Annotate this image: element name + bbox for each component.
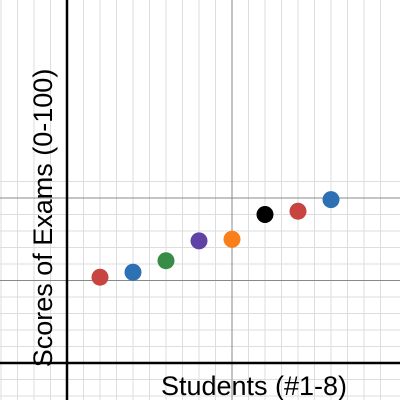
x-axis-label: Students (#1-8) xyxy=(161,371,347,400)
y-axis-label: Scores of Exams (0-100) xyxy=(28,69,58,368)
data-point xyxy=(289,202,307,220)
data-point xyxy=(91,268,109,286)
data-points xyxy=(91,191,340,286)
data-point xyxy=(157,252,175,270)
data-point xyxy=(256,206,274,223)
data-point xyxy=(190,232,208,250)
data-point xyxy=(124,263,142,281)
data-point xyxy=(322,191,340,209)
data-point xyxy=(223,230,241,248)
